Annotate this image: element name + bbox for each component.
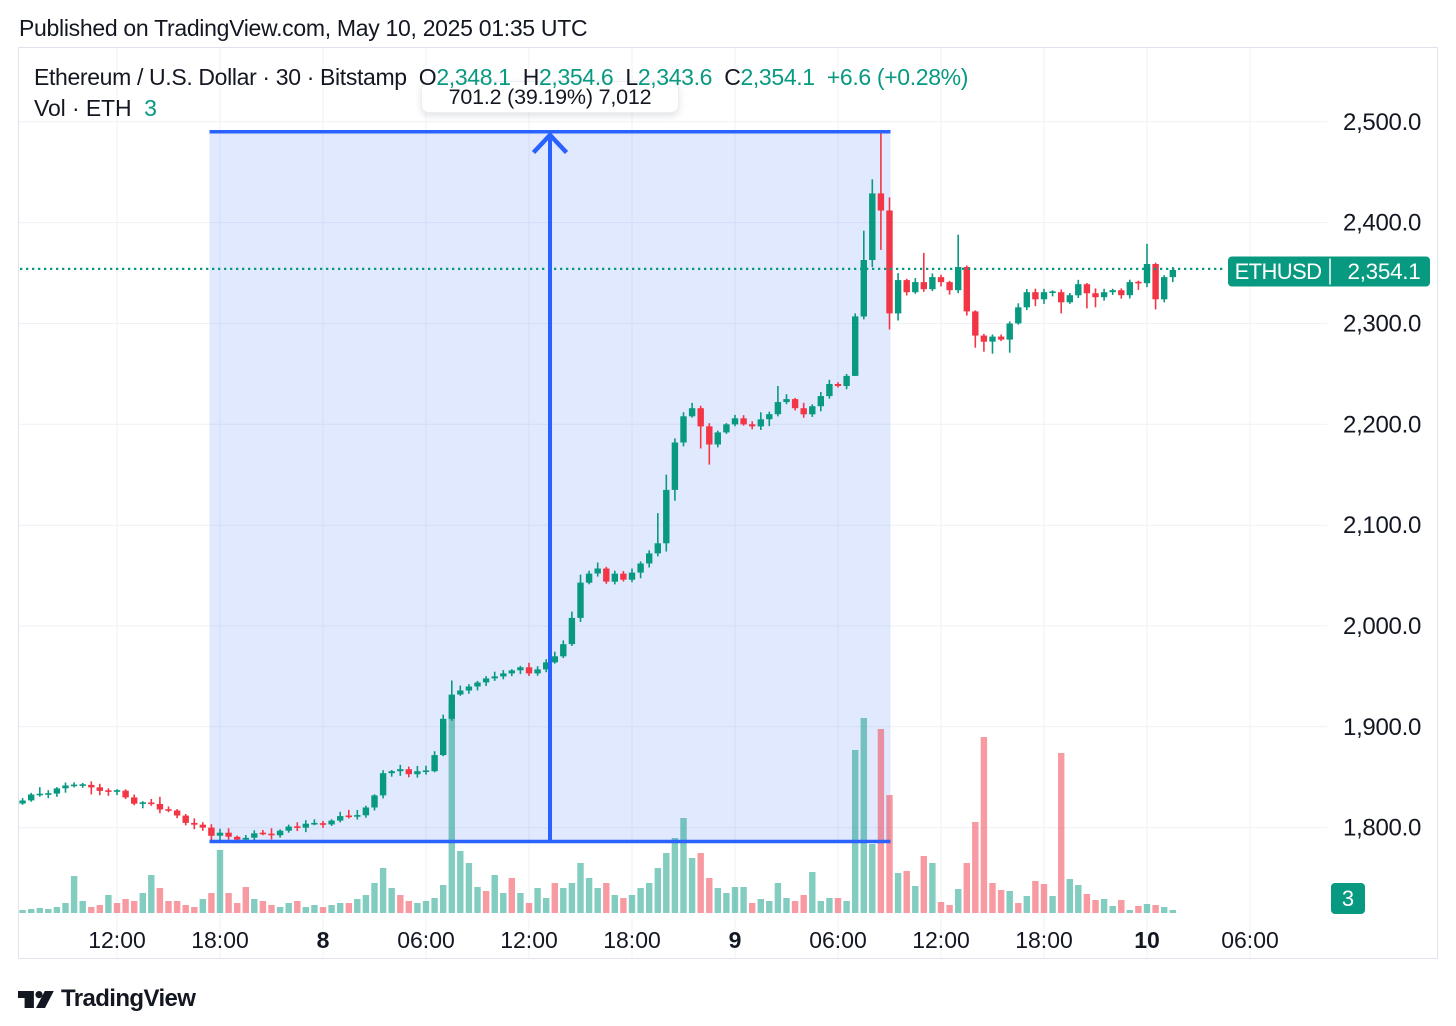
svg-text:12:00: 12:00 [500, 927, 558, 953]
svg-text:18:00: 18:00 [191, 927, 249, 953]
svg-text:8: 8 [317, 927, 330, 953]
svg-text:ETHUSD: ETHUSD [1235, 259, 1322, 284]
svg-text:18:00: 18:00 [603, 927, 661, 953]
svg-text:12:00: 12:00 [912, 927, 970, 953]
svg-text:2,200.0: 2,200.0 [1343, 411, 1421, 438]
svg-text:2,300.0: 2,300.0 [1343, 311, 1421, 338]
svg-text:2,354.1: 2,354.1 [1348, 259, 1421, 284]
svg-text:9: 9 [729, 927, 742, 953]
svg-text:2,100.0: 2,100.0 [1343, 512, 1421, 539]
svg-text:06:00: 06:00 [397, 927, 455, 953]
svg-text:10: 10 [1134, 927, 1160, 953]
svg-text:1,800.0: 1,800.0 [1343, 815, 1421, 842]
svg-text:06:00: 06:00 [809, 927, 867, 953]
svg-text:3: 3 [1342, 886, 1354, 911]
svg-text:12:00: 12:00 [88, 927, 146, 953]
svg-text:1,900.0: 1,900.0 [1343, 714, 1421, 741]
svg-text:2,000.0: 2,000.0 [1343, 613, 1421, 640]
svg-text:2,500.0: 2,500.0 [1343, 109, 1421, 136]
svg-text:2,400.0: 2,400.0 [1343, 210, 1421, 237]
svg-text:06:00: 06:00 [1221, 927, 1279, 953]
svg-text:18:00: 18:00 [1015, 927, 1073, 953]
